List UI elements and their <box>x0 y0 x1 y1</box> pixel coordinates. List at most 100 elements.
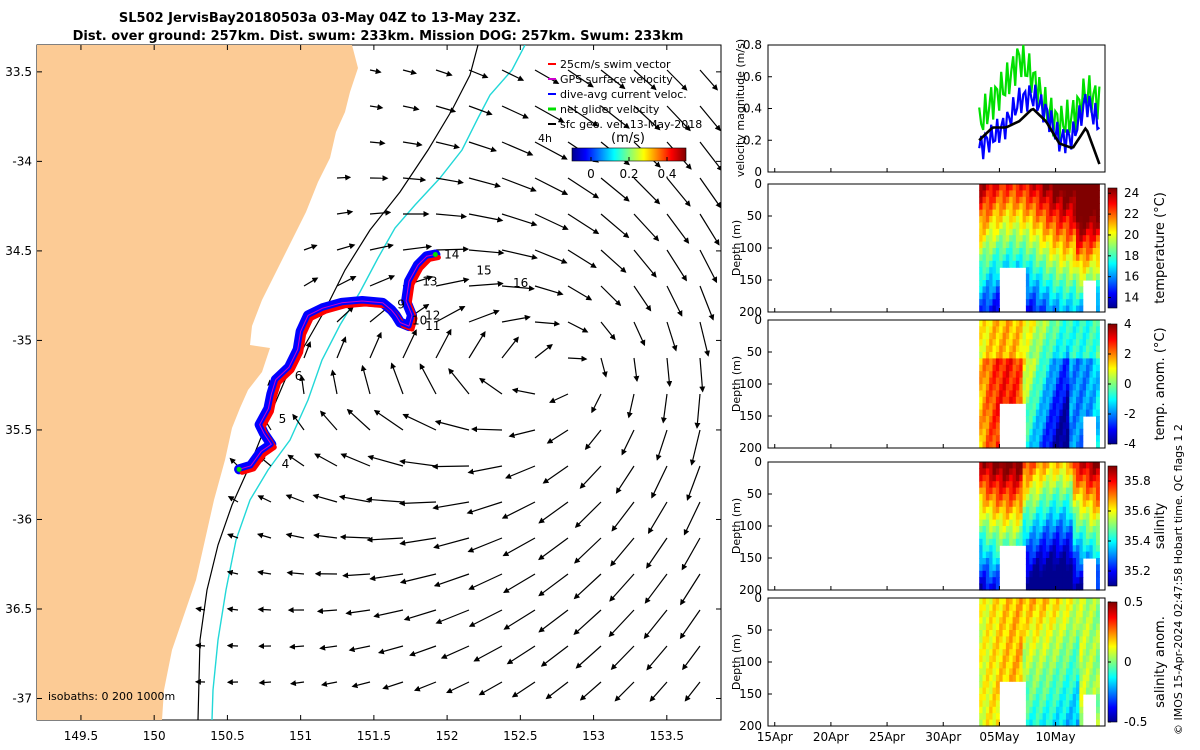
section-cell <box>1072 248 1077 255</box>
section-cell <box>1012 254 1017 262</box>
section-colorbar <box>1107 187 1118 309</box>
section-cell <box>1032 409 1037 417</box>
section-cell <box>999 513 1004 521</box>
section-cell <box>1059 532 1064 540</box>
section-cell <box>1042 339 1047 347</box>
section-cell <box>1019 358 1024 366</box>
depth-tick-label: 150 <box>739 409 762 423</box>
velocity-vector <box>303 341 312 359</box>
section-cell <box>995 184 1000 191</box>
section-cell <box>979 642 984 650</box>
section-cell <box>989 260 994 268</box>
section-cell <box>1082 339 1087 347</box>
section-cell <box>995 513 1000 521</box>
section-cell <box>1082 409 1087 417</box>
section-cell <box>982 403 987 411</box>
section-cell <box>1015 468 1020 476</box>
section-cell <box>1019 241 1024 249</box>
section-cell <box>1029 687 1034 695</box>
section-cell <box>992 668 997 676</box>
section-cell <box>1086 674 1090 682</box>
section-cell <box>1092 222 1097 230</box>
section-cell <box>1096 292 1100 300</box>
velocity-vector <box>699 285 715 321</box>
section-cell <box>1042 636 1047 644</box>
velocity-vector <box>367 454 404 467</box>
section-cell <box>1035 687 1040 695</box>
section-cell <box>1039 228 1044 236</box>
section-cell <box>1015 662 1020 669</box>
section-cell <box>1035 681 1040 689</box>
section-cell <box>1015 228 1020 236</box>
section-cell <box>1072 254 1077 262</box>
section-cell <box>1092 260 1097 268</box>
section-cell <box>995 519 1000 527</box>
velocity-vector <box>633 285 652 312</box>
section-cell <box>985 551 990 559</box>
velocity-vector <box>633 357 640 382</box>
section-cell <box>1092 209 1097 217</box>
section-cell <box>992 570 997 578</box>
section-cell <box>1059 216 1064 223</box>
section-cell <box>1052 241 1057 249</box>
section-cell <box>1009 260 1014 268</box>
velocity-vector <box>366 536 404 543</box>
velocity-vector <box>303 277 319 287</box>
section-cell <box>1039 551 1044 559</box>
section-cell <box>1035 655 1040 663</box>
section-cell <box>1046 700 1050 708</box>
vel-tick-label: 0.4 <box>743 102 762 116</box>
velocity-vector <box>336 243 356 251</box>
section-cell <box>1059 513 1064 521</box>
section-cell <box>982 623 987 631</box>
section-cell <box>1032 662 1037 669</box>
section-cell <box>1035 487 1040 495</box>
section-cell <box>1079 222 1084 230</box>
velocity-vector <box>545 681 569 700</box>
section-cell <box>1079 358 1084 366</box>
section-cell <box>995 662 1000 669</box>
section-cell <box>999 320 1004 327</box>
section-cell <box>1079 506 1084 514</box>
section-cell <box>1019 500 1024 508</box>
section-cell <box>1082 526 1087 533</box>
section-cell <box>1052 538 1057 546</box>
section-cell <box>1042 254 1047 262</box>
section-cell <box>1002 358 1007 366</box>
section-cell <box>1002 513 1007 521</box>
section-cell <box>999 668 1004 676</box>
section-cell <box>985 260 990 268</box>
section-cell <box>1079 320 1084 327</box>
section-cell <box>1076 551 1080 559</box>
section-cell <box>985 474 990 482</box>
velocity-vector <box>257 495 272 503</box>
section-cell <box>1096 228 1100 236</box>
section-cell <box>1089 551 1094 559</box>
velocity-vector <box>258 679 272 686</box>
section-cell <box>982 409 987 417</box>
section-cell <box>1032 403 1037 411</box>
track-end-point <box>432 251 438 257</box>
section-cell <box>1015 364 1020 372</box>
section-cell <box>999 332 1004 340</box>
isobath-200m <box>197 45 479 720</box>
section-cell <box>1046 462 1050 469</box>
section-cell <box>1035 623 1040 631</box>
section-cell <box>985 305 990 313</box>
velocity-vector <box>440 645 470 659</box>
section-cell <box>1002 364 1007 372</box>
section-colorbar-label: salinity anom. <box>1153 616 1168 708</box>
depth-tick-label: 50 <box>747 209 762 223</box>
section-cell <box>1076 299 1080 307</box>
section-cell <box>979 292 984 300</box>
section-cell <box>1072 216 1077 223</box>
section-cell <box>1002 526 1007 533</box>
section-cell <box>1042 519 1047 527</box>
section-cell <box>1079 706 1084 714</box>
section-cell <box>1039 184 1044 191</box>
section-cell <box>1096 681 1100 689</box>
section-cell <box>1019 636 1024 644</box>
cb-tick-label: 0 <box>1124 655 1132 669</box>
section-cell <box>1069 371 1074 379</box>
section-cell <box>985 326 990 334</box>
